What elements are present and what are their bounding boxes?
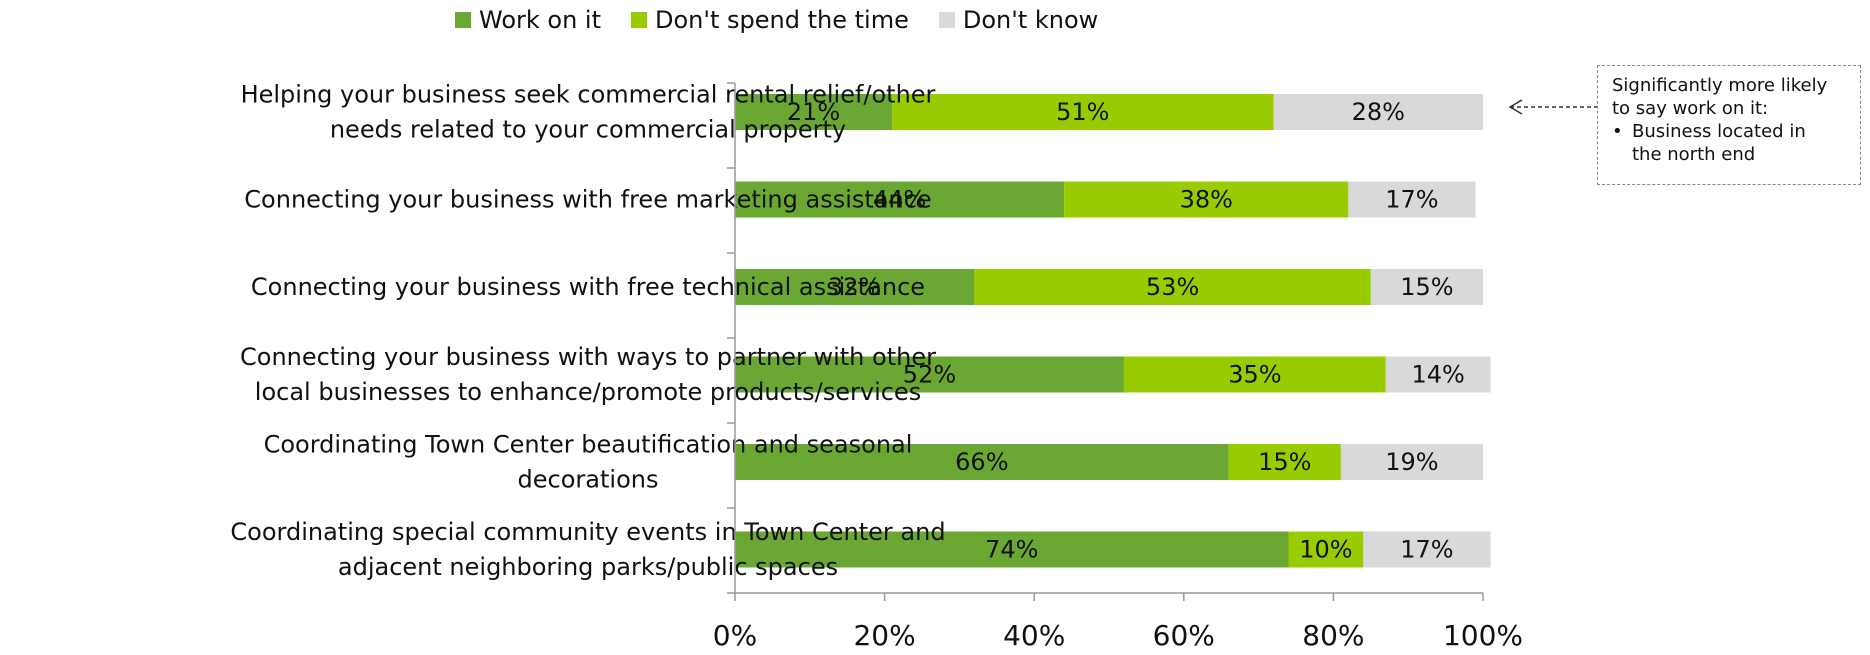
bar-dont-spend-time-5 (1228, 444, 1341, 480)
bar-work-on-it-5 (735, 444, 1229, 480)
x-tick-label-5: 80% (1302, 619, 1364, 652)
data-label-work-on-it-4: 52% (903, 361, 956, 389)
bar-dont-spend-time-2 (1064, 181, 1349, 218)
data-label-work-on-it-2: 44% (873, 186, 926, 214)
bar-dont-know-6 (1363, 531, 1491, 568)
bar-dont-know-3 (1370, 269, 1483, 305)
data-label-dont-spend-time-1: 51% (1056, 98, 1109, 126)
data-label-dont-spend-time-5: 15% (1258, 448, 1311, 476)
x-tick-label-4: 60% (1153, 619, 1215, 652)
callout-bullet-line-1: Business located in (1632, 121, 1806, 142)
category-label-5-line-2: decorations (518, 466, 659, 494)
category-label-2-line-1: Connecting your business with free marke… (244, 186, 931, 214)
bar-dont-know-1 (1273, 94, 1483, 130)
category-label-4-line-2: local businesses to enhance/promote prod… (255, 378, 921, 406)
bar-dont-know-2 (1348, 181, 1476, 218)
chart-legend: Work on it Don't spend the time Don't kn… (455, 6, 1098, 34)
category-label-5-line-1: Coordinating Town Center beautification … (264, 431, 913, 459)
bar-dont-know-4 (1385, 356, 1491, 393)
category-label-1-line-1: Helping your business seek commercial re… (241, 81, 936, 109)
category-label-4-line-1: Connecting your business with ways to pa… (240, 343, 936, 371)
callout-bullet: • (1612, 121, 1623, 142)
category-label-1-line-2: needs related to your commercial propert… (330, 116, 846, 144)
callout-arrow-head (1508, 99, 1523, 115)
x-tick-label-1: 0% (713, 619, 757, 652)
data-label-dont-know-1: 28% (1352, 98, 1405, 126)
bar-work-on-it-2 (735, 181, 1065, 218)
data-label-dont-spend-time-2: 38% (1180, 186, 1233, 214)
bar-work-on-it-4 (735, 356, 1124, 393)
category-label-6-line-1: Coordinating special community events in… (230, 518, 945, 546)
bar-dont-spend-time-4 (1123, 356, 1386, 393)
legend-item-dont-spend-time: Don't spend the time (631, 6, 909, 34)
bar-dont-know-5 (1340, 444, 1483, 480)
legend-label-dont-know: Don't know (962, 6, 1099, 34)
category-label-6-line-2: adjacent neighboring parks/public spaces (338, 553, 838, 581)
legend-swatch-dont-spend-time (631, 12, 648, 28)
callout-title-line-2: to say work on it: (1612, 98, 1769, 119)
legend-item-work-on-it: Work on it (455, 6, 601, 34)
bar-dont-spend-time-1 (892, 94, 1274, 130)
data-label-dont-know-6: 17% (1400, 536, 1453, 564)
callout-bullet-line-2: the north end (1632, 144, 1756, 165)
callout-bullet-row-2: the north end (1612, 143, 1846, 166)
legend-label-work-on-it: Work on it (479, 6, 602, 34)
x-tick-label-2: 20% (853, 619, 915, 652)
bar-work-on-it-3 (735, 269, 975, 305)
legend-swatch-dont-know (938, 12, 955, 28)
category-label-3-line-1: Connecting your business with free techn… (251, 273, 925, 301)
bar-work-on-it-1 (735, 94, 893, 130)
bar-dont-spend-time-3 (974, 269, 1371, 305)
data-label-dont-spend-time-3: 53% (1146, 273, 1199, 301)
legend-item-dont-know: Don't know (938, 6, 1099, 34)
x-tick-label-6: 100% (1443, 619, 1523, 652)
data-label-work-on-it-5: 66% (955, 448, 1008, 476)
data-label-dont-know-3: 15% (1400, 273, 1453, 301)
data-label-work-on-it-6: 74% (985, 536, 1038, 564)
bar-dont-spend-time-6 (1288, 531, 1364, 568)
legend-swatch-work-on-it (455, 12, 471, 28)
callout-box: Significantly more likely to say work on… (1597, 65, 1861, 185)
data-label-dont-know-5: 19% (1385, 448, 1438, 476)
bar-work-on-it-6 (735, 531, 1289, 568)
data-label-work-on-it-3: 32% (828, 273, 881, 301)
callout-bullet-row-1: • Business located in (1612, 120, 1846, 143)
data-label-dont-spend-time-6: 10% (1299, 536, 1352, 564)
callout-title-line-1: Significantly more likely (1612, 75, 1828, 96)
x-tick-label-3: 40% (1003, 619, 1065, 652)
data-label-dont-know-2: 17% (1385, 186, 1438, 214)
data-label-dont-know-4: 14% (1411, 361, 1464, 389)
data-label-work-on-it-1: 21% (787, 98, 840, 126)
legend-label-dont-spend-time: Don't spend the time (655, 6, 909, 34)
data-label-dont-spend-time-4: 35% (1228, 361, 1281, 389)
